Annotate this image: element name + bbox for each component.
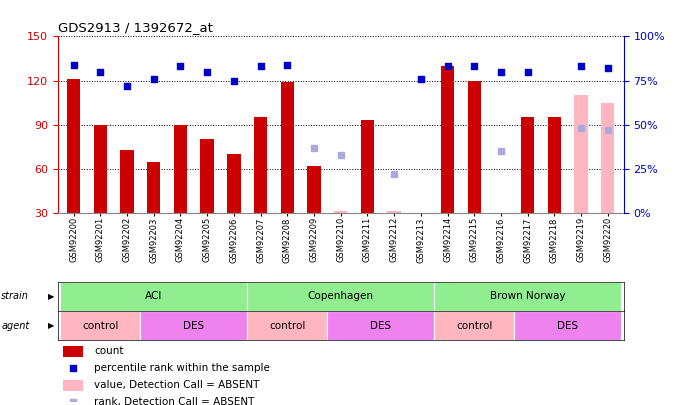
Bar [147, 162, 161, 213]
Bar [361, 120, 374, 213]
Text: count: count [94, 346, 124, 356]
Bar [60, 311, 140, 340]
Bar [94, 125, 107, 213]
Text: percentile rank within the sample: percentile rank within the sample [94, 363, 271, 373]
Point [602, 65, 613, 71]
Bar [434, 311, 515, 340]
Bar [254, 117, 267, 213]
Text: ▶: ▶ [47, 321, 54, 330]
Bar [468, 81, 481, 213]
Point [175, 63, 186, 70]
Text: control: control [456, 321, 492, 330]
Text: agent: agent [1, 321, 30, 330]
Point [496, 68, 506, 75]
Bar [63, 380, 83, 390]
Bar [441, 66, 454, 213]
Point [68, 62, 79, 68]
Bar [60, 282, 247, 311]
Bar [334, 211, 347, 213]
Text: control: control [269, 321, 306, 330]
Point [477, 69, 487, 76]
Text: ACI: ACI [145, 292, 163, 301]
Bar [247, 311, 327, 340]
Bar [63, 346, 83, 357]
Bar [247, 282, 434, 311]
Text: rank, Detection Call = ABSENT: rank, Detection Call = ABSENT [94, 397, 255, 405]
Text: DES: DES [370, 321, 391, 330]
Bar [387, 211, 401, 213]
Point [522, 68, 533, 75]
Point [202, 68, 213, 75]
Bar [174, 125, 187, 213]
Point [282, 62, 293, 68]
Point [468, 63, 479, 70]
Bar [434, 282, 621, 311]
Text: ▶: ▶ [47, 292, 54, 301]
Text: DES: DES [557, 321, 578, 330]
Point [442, 63, 453, 70]
Bar [121, 150, 134, 213]
Text: control: control [82, 321, 119, 330]
Point [308, 145, 319, 151]
Point [477, 378, 487, 385]
Bar [327, 311, 434, 340]
Text: Copenhagen: Copenhagen [308, 292, 374, 301]
Text: DES: DES [183, 321, 204, 330]
Bar [140, 311, 247, 340]
Text: GDS2913 / 1392672_at: GDS2913 / 1392672_at [58, 21, 212, 34]
Bar [601, 103, 614, 213]
Bar [227, 154, 241, 213]
Bar [307, 166, 321, 213]
Bar [548, 117, 561, 213]
Point [148, 76, 159, 82]
Point [95, 68, 106, 75]
Bar [521, 117, 534, 213]
Text: strain: strain [1, 292, 29, 301]
Point [335, 151, 346, 158]
Text: Brown Norway: Brown Norway [490, 292, 565, 301]
Point [416, 76, 426, 82]
Point [255, 63, 266, 70]
Bar [67, 79, 80, 213]
Point [228, 77, 239, 84]
Bar [574, 95, 588, 213]
Bar [201, 139, 214, 213]
Point [496, 148, 506, 154]
Point [388, 171, 399, 177]
Text: value, Detection Call = ABSENT: value, Detection Call = ABSENT [94, 380, 260, 390]
Point [121, 83, 132, 89]
Point [602, 127, 613, 133]
Bar [515, 311, 621, 340]
Bar [281, 82, 294, 213]
Point [576, 63, 586, 70]
Point [576, 125, 586, 132]
